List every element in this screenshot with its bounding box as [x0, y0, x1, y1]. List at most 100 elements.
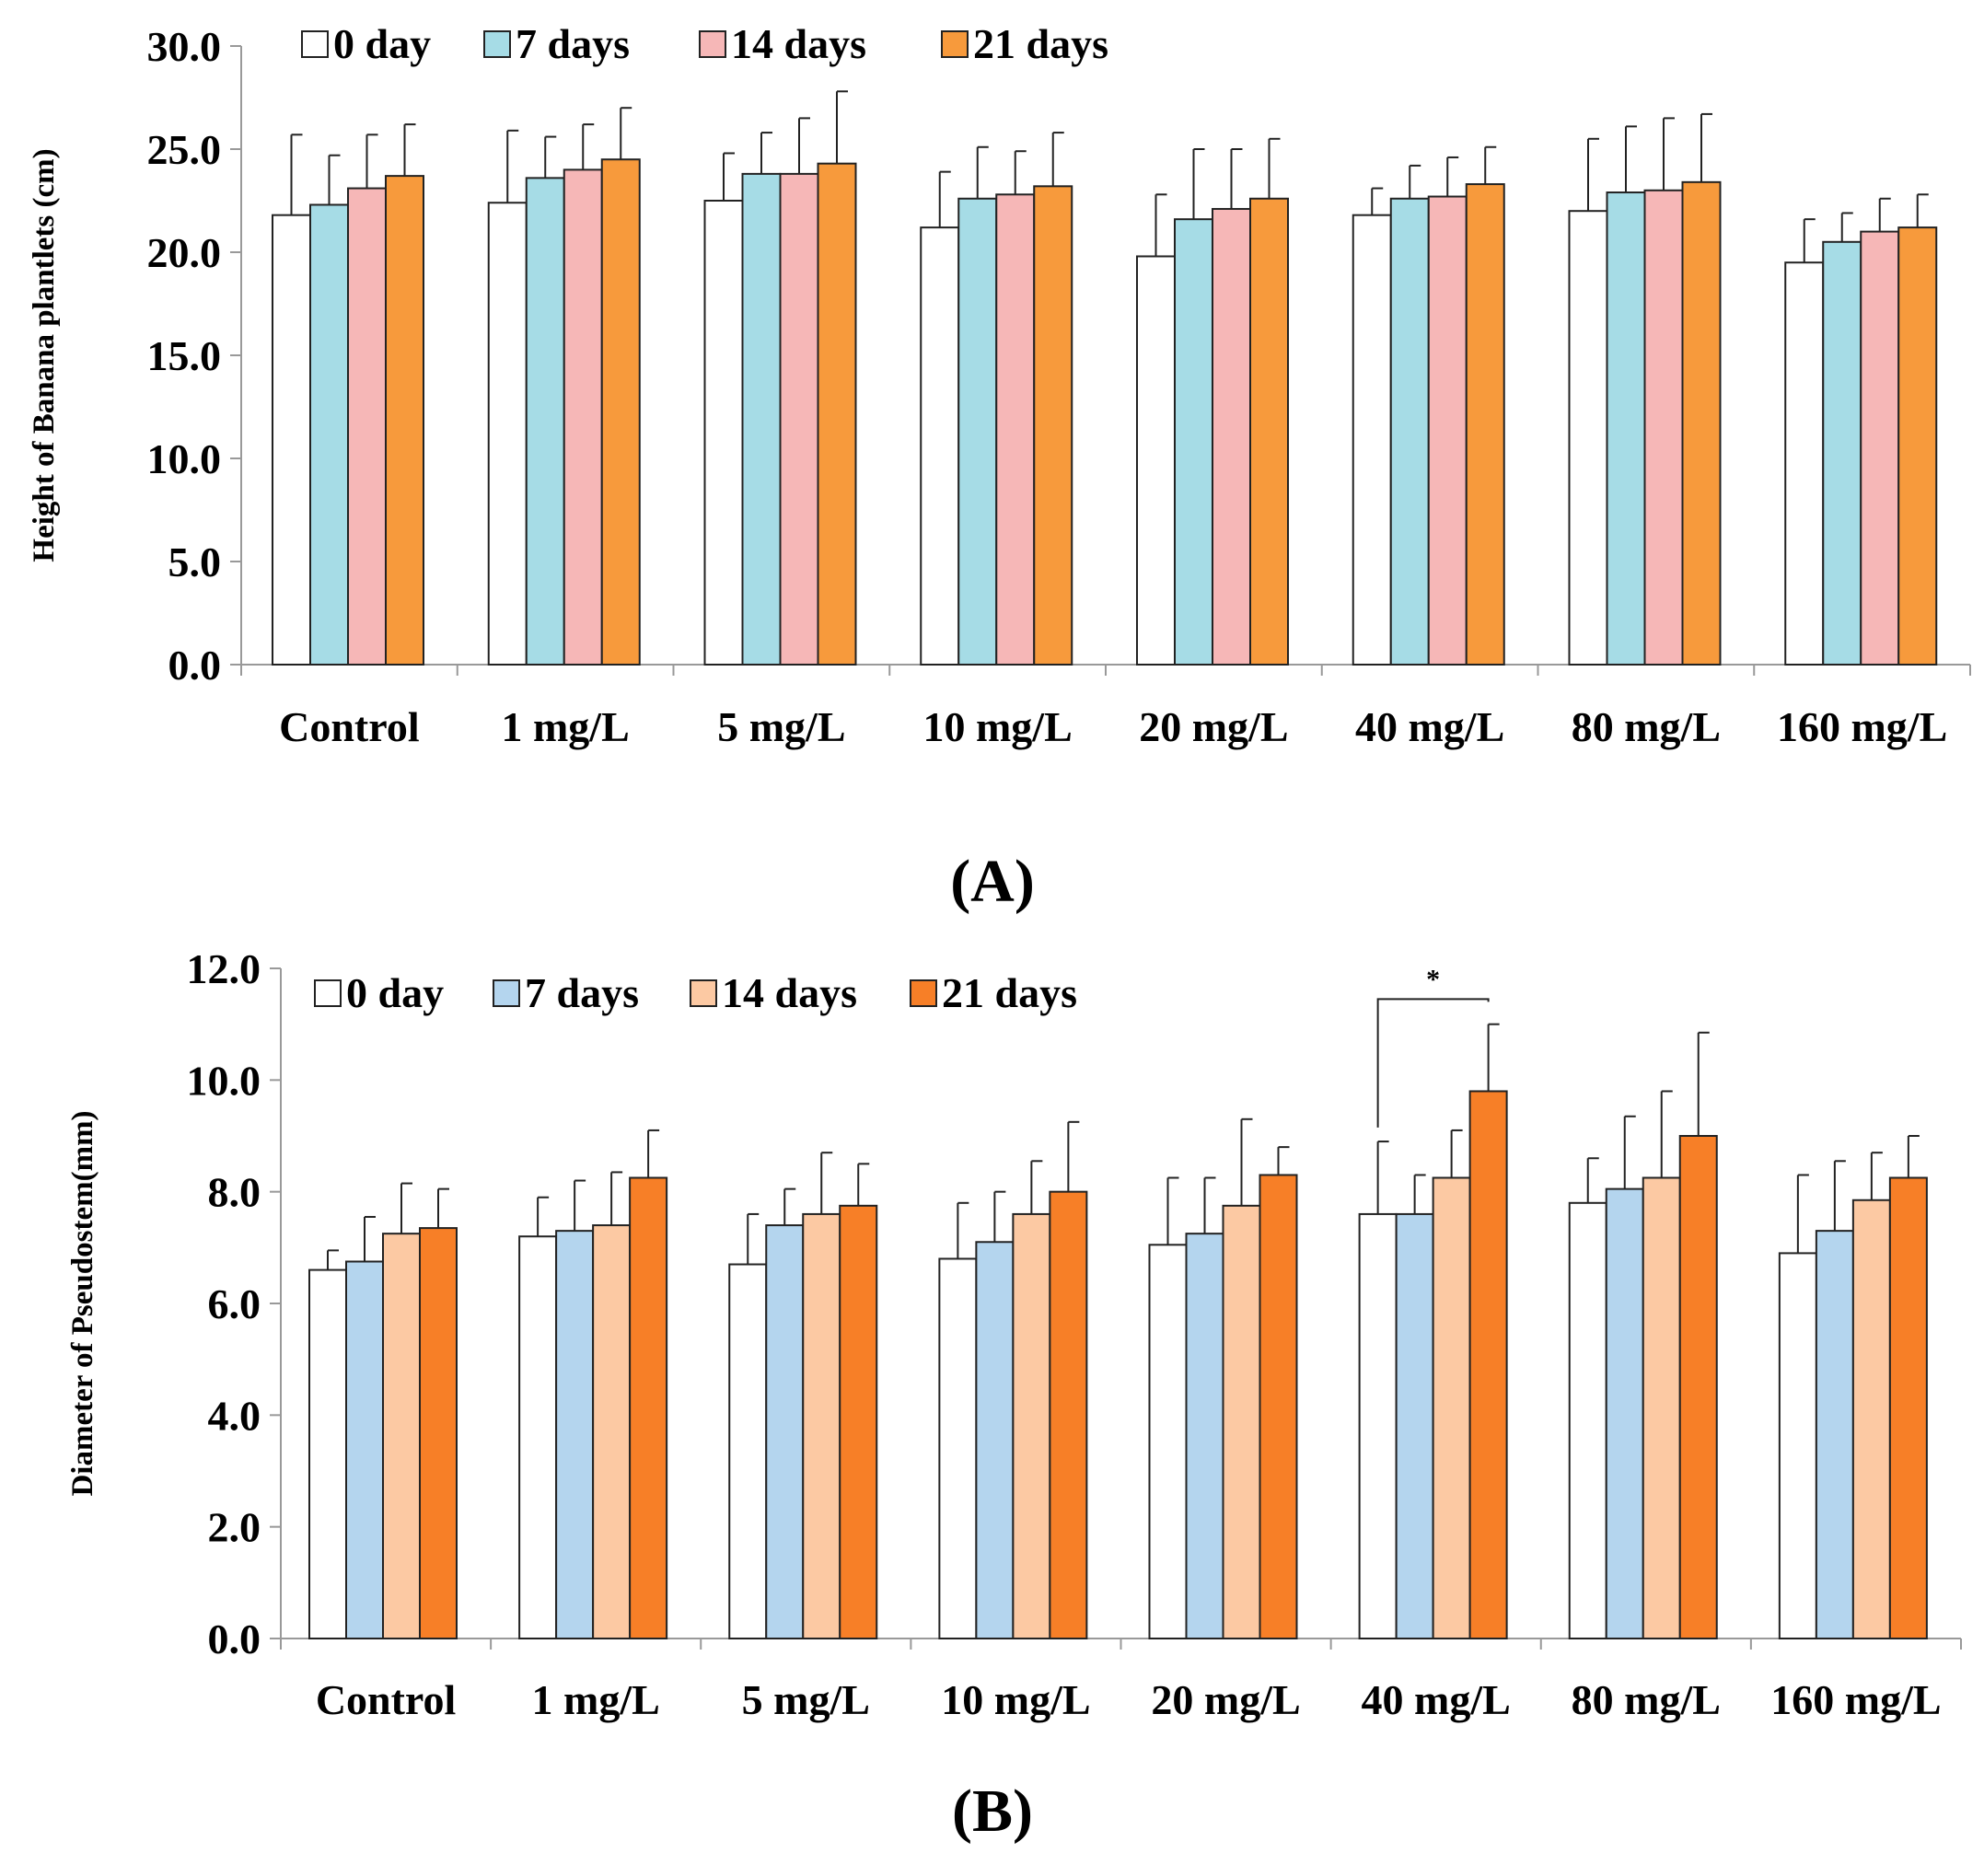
bar: [1395, 1212, 1434, 1640]
panel-label-b: (B): [952, 1778, 1033, 1845]
legend-swatch: [301, 30, 329, 58]
legend-label: 14 days: [731, 20, 866, 67]
x-tick-label: Control: [316, 1676, 457, 1723]
x-tick-label: 10 mg/L: [941, 1676, 1090, 1723]
legend-swatch: [699, 30, 726, 58]
y-axis-title: Height of Banana plantlets (cm): [28, 148, 61, 562]
bar: [1568, 1201, 1607, 1640]
bar: [382, 1233, 421, 1639]
x-tick-label: 1 mg/L: [532, 1676, 660, 1723]
bar: [1642, 1176, 1681, 1639]
bar: [1681, 180, 1722, 666]
x-tick-label: 40 mg/L: [1362, 1676, 1511, 1723]
bar: [1851, 1199, 1891, 1640]
bar: [309, 203, 349, 666]
x-tick-label: Control: [279, 703, 420, 750]
bar: [385, 175, 424, 666]
bar: [1568, 210, 1608, 666]
y-tick-label: 0.0: [208, 1615, 261, 1662]
bar: [1432, 1176, 1471, 1639]
bar: [1778, 1252, 1817, 1640]
y-tick-label: 2.0: [208, 1504, 261, 1551]
y-tick-label: 6.0: [208, 1280, 261, 1327]
x-tick-label: 20 mg/L: [1151, 1676, 1300, 1723]
x-tick-label: 1 mg/L: [501, 703, 629, 750]
bar: [1784, 261, 1825, 666]
bar: [1222, 1204, 1261, 1640]
bar: [975, 1241, 1015, 1640]
bar: [629, 1176, 668, 1639]
x-tick-label: 40 mg/L: [1355, 703, 1504, 750]
bar: [345, 1260, 384, 1639]
y-tick-label: 20.0: [147, 229, 222, 276]
bar: [1389, 197, 1430, 666]
bar: [1212, 207, 1251, 666]
y-tick-label: 10.0: [147, 435, 222, 482]
bar: [347, 187, 387, 666]
bar: [1888, 1176, 1928, 1639]
bar: [817, 162, 857, 666]
bar: [1174, 218, 1213, 666]
bar: [600, 158, 641, 666]
legend-swatch: [483, 30, 511, 58]
bar: [1185, 1233, 1224, 1639]
chart-panel-a: 0.0 5.0 10.0 15.0 20.0 25.0 30.0 Control 1 mg/L 5…: [28, 20, 1971, 750]
bar: [957, 197, 998, 666]
legend-label: 7 days: [516, 20, 630, 67]
y-tick-label: 25.0: [147, 126, 222, 173]
y-tick-label: 10.0: [187, 1057, 261, 1104]
bar: [995, 193, 1036, 666]
y-tick-label: 12.0: [187, 945, 261, 992]
bar: [1427, 195, 1468, 666]
bar: [1136, 255, 1176, 666]
x-tick-label: 10 mg/L: [922, 703, 1072, 750]
bar: [1352, 214, 1392, 666]
x-tick-label: 80 mg/L: [1572, 1676, 1721, 1723]
y-tick-label: 4.0: [208, 1392, 261, 1439]
bar: [779, 172, 819, 666]
bar: [272, 214, 311, 666]
bar: [920, 226, 960, 666]
bar: [1815, 1230, 1854, 1639]
bar: [1033, 185, 1073, 666]
legend-label: 21 days: [942, 969, 1077, 1016]
x-tick-label: 5 mg/L: [742, 1676, 870, 1723]
bar: [518, 1235, 558, 1639]
bar: [703, 200, 744, 666]
legend-label: 14 days: [722, 969, 857, 1016]
bar: [1897, 226, 1938, 666]
legend-label: 0 day: [333, 20, 431, 67]
x-tick-label: 80 mg/L: [1572, 703, 1721, 750]
legend-swatch: [314, 979, 342, 1007]
bar: [419, 1227, 458, 1639]
bar: [765, 1224, 805, 1639]
significance-marker: *: [1426, 964, 1440, 994]
bar: [308, 1268, 347, 1639]
x-tick-label: 160 mg/L: [1777, 703, 1947, 750]
y-tick-label: 30.0: [147, 23, 222, 70]
bar: [487, 202, 528, 666]
bar: [1259, 1174, 1298, 1639]
bar: [1012, 1212, 1051, 1640]
bar: [1605, 1187, 1644, 1639]
legend-swatch: [910, 979, 937, 1007]
bar: [1148, 1244, 1188, 1640]
bar: [592, 1224, 632, 1639]
x-tick-label: 160 mg/L: [1770, 1676, 1941, 1723]
bar: [555, 1230, 595, 1639]
bar: [802, 1212, 841, 1640]
legend-swatch: [690, 979, 717, 1007]
legend-swatch: [941, 30, 969, 58]
y-tick-label: 15.0: [147, 332, 222, 379]
y-tick-label: 0.0: [168, 642, 222, 689]
bar: [1358, 1212, 1398, 1640]
legend-label: 21 days: [973, 20, 1108, 67]
bar: [1468, 1090, 1508, 1639]
y-axis-title: Diameter of Pseudostem(mm): [66, 1110, 99, 1496]
significance-bracket: [1376, 998, 1490, 1128]
panel-label-a: (A): [950, 848, 1035, 915]
y-tick-label: 8.0: [208, 1169, 261, 1216]
legend-swatch: [493, 979, 520, 1007]
